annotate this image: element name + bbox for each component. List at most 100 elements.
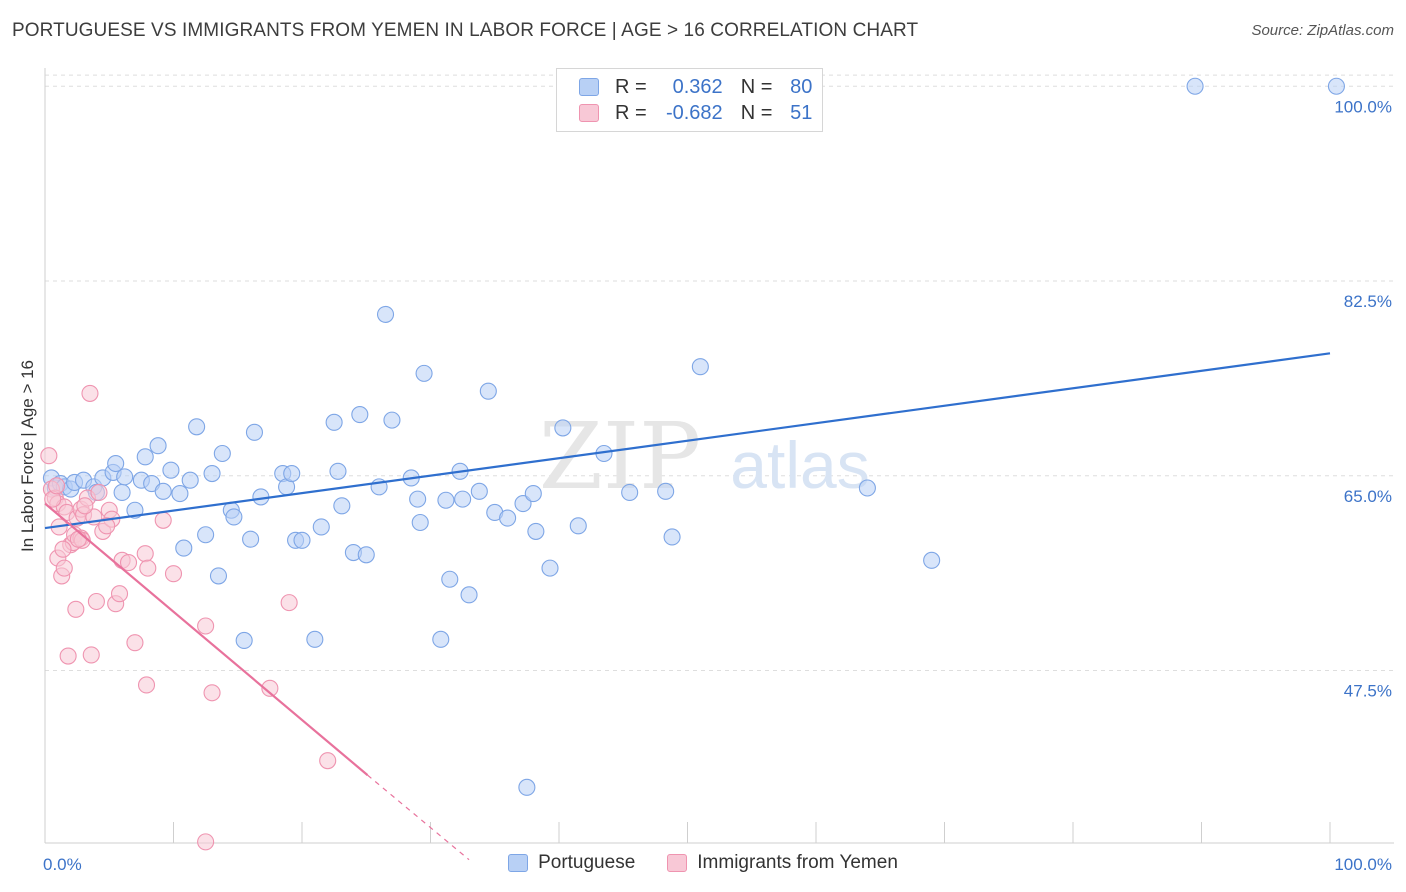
portuguese-point: [162, 461, 180, 479]
legend-n-value: 51: [790, 101, 813, 124]
yemen-point: [90, 483, 108, 502]
portuguese-point: [437, 491, 455, 509]
yemen-point: [197, 833, 215, 851]
portuguese-point: [136, 448, 154, 466]
portuguese-point: [432, 630, 450, 648]
portuguese-point: [351, 405, 369, 424]
series-legend-portuguese[interactable]: Portuguese: [508, 852, 635, 874]
yemen-point: [76, 497, 94, 515]
yemen-point: [136, 545, 154, 563]
series-legend-yemen[interactable]: Immigrants from Yemen: [667, 852, 898, 874]
yemen-point: [55, 559, 73, 577]
x-tick-label: 0.0%: [43, 855, 82, 874]
axis-layer: [44, 68, 1394, 844]
trend-layer: [44, 352, 1331, 861]
y-axis-label: In Labor Force | Age > 16: [18, 359, 37, 553]
portuguese-point: [203, 464, 221, 483]
watermark: ZIP atlas: [539, 403, 870, 510]
portuguese-point: [569, 517, 587, 535]
portuguese-point: [357, 546, 375, 564]
yemen-point: [69, 530, 87, 548]
series-label-portuguese: Portuguese: [538, 852, 636, 873]
portuguese-point: [235, 631, 253, 650]
portuguese-point: [175, 539, 193, 557]
portuguese-point: [209, 567, 228, 585]
yemen-point: [48, 477, 66, 495]
legend-swatch-pink: [579, 104, 599, 122]
yemen-point: [280, 594, 298, 612]
yemen-point: [81, 384, 99, 402]
portuguese-point: [107, 454, 125, 473]
portuguese-point: [518, 778, 536, 796]
portuguese-point: [858, 479, 876, 497]
yemen-point: [59, 647, 77, 665]
series-swatch-blue: [508, 854, 529, 872]
portuguese-point: [621, 483, 639, 502]
portuguese-point: [460, 586, 478, 604]
portuguese-point: [470, 482, 488, 500]
legend-row-portuguese: R = 0.362 N = 80: [579, 74, 812, 100]
x-tick-label: 100.0%: [1334, 855, 1392, 874]
portuguese-point: [306, 630, 324, 648]
portuguese-point: [181, 471, 199, 489]
yemen-trend-extension: [367, 774, 470, 861]
yemen-point: [203, 684, 221, 702]
portuguese-point: [383, 411, 401, 429]
legend-n-value: 80: [790, 75, 813, 98]
portuguese-point: [527, 522, 545, 540]
yemen-point: [137, 676, 156, 694]
legend-row-yemen: R = -0.682 N = 51: [579, 100, 812, 126]
portuguese-point: [171, 485, 189, 503]
legend-n-label: N =: [740, 75, 773, 98]
yemen-point: [126, 634, 144, 652]
portuguese-point: [663, 528, 681, 546]
portuguese-point: [245, 423, 264, 441]
yemen-point: [87, 592, 105, 611]
yemen-point: [67, 600, 85, 618]
portuguese-point: [293, 531, 311, 549]
legend-r-label: R =: [615, 75, 647, 98]
portuguese-point: [213, 444, 231, 463]
portuguese-point: [479, 382, 497, 400]
portuguese-trend-line: [44, 352, 1331, 530]
portuguese-point: [499, 509, 517, 527]
yemen-point: [54, 540, 72, 558]
yemen-point: [110, 585, 129, 603]
yemen-points: [40, 384, 337, 851]
correlation-legend: R = 0.362 N = 80 R = -0.682 N = 51: [556, 68, 823, 132]
legend-swatch-blue: [579, 78, 599, 96]
portuguese-point: [415, 364, 433, 382]
yemen-point: [40, 447, 58, 465]
yemen-point: [164, 565, 183, 583]
y-tick-label: 82.5%: [1344, 292, 1392, 311]
y-tick-label: 100.0%: [1334, 97, 1392, 116]
chart-title: PORTUGUESE VS IMMIGRANTS FROM YEMEN IN L…: [12, 20, 919, 41]
source-label: Source: ZipAtlas.com: [1251, 22, 1394, 39]
legend-n-label: N =: [740, 101, 773, 124]
portuguese-point: [197, 526, 215, 544]
portuguese-point: [242, 530, 260, 548]
portuguese-point: [409, 490, 427, 508]
yemen-point: [82, 646, 100, 664]
watermark-atlas: atlas: [730, 428, 869, 502]
portuguese-point: [329, 462, 347, 480]
portuguese-point: [225, 508, 243, 526]
portuguese-point: [554, 419, 572, 437]
series-label-yemen: Immigrants from Yemen: [697, 852, 898, 873]
portuguese-point: [923, 551, 941, 569]
series-swatch-pink: [667, 854, 688, 872]
portuguese-point: [1327, 77, 1345, 95]
portuguese-point: [691, 358, 709, 376]
portuguese-point: [441, 570, 459, 588]
portuguese-point: [333, 497, 351, 515]
portuguese-point: [113, 483, 131, 502]
portuguese-point: [411, 513, 429, 532]
y-tick-label: 65.0%: [1344, 487, 1392, 506]
portuguese-point: [149, 437, 167, 455]
portuguese-point: [1186, 77, 1204, 95]
legend-r-value: -0.682: [665, 101, 723, 124]
yemen-point: [119, 554, 138, 572]
portuguese-point: [312, 518, 330, 536]
legend-r-label: R =: [615, 101, 647, 124]
